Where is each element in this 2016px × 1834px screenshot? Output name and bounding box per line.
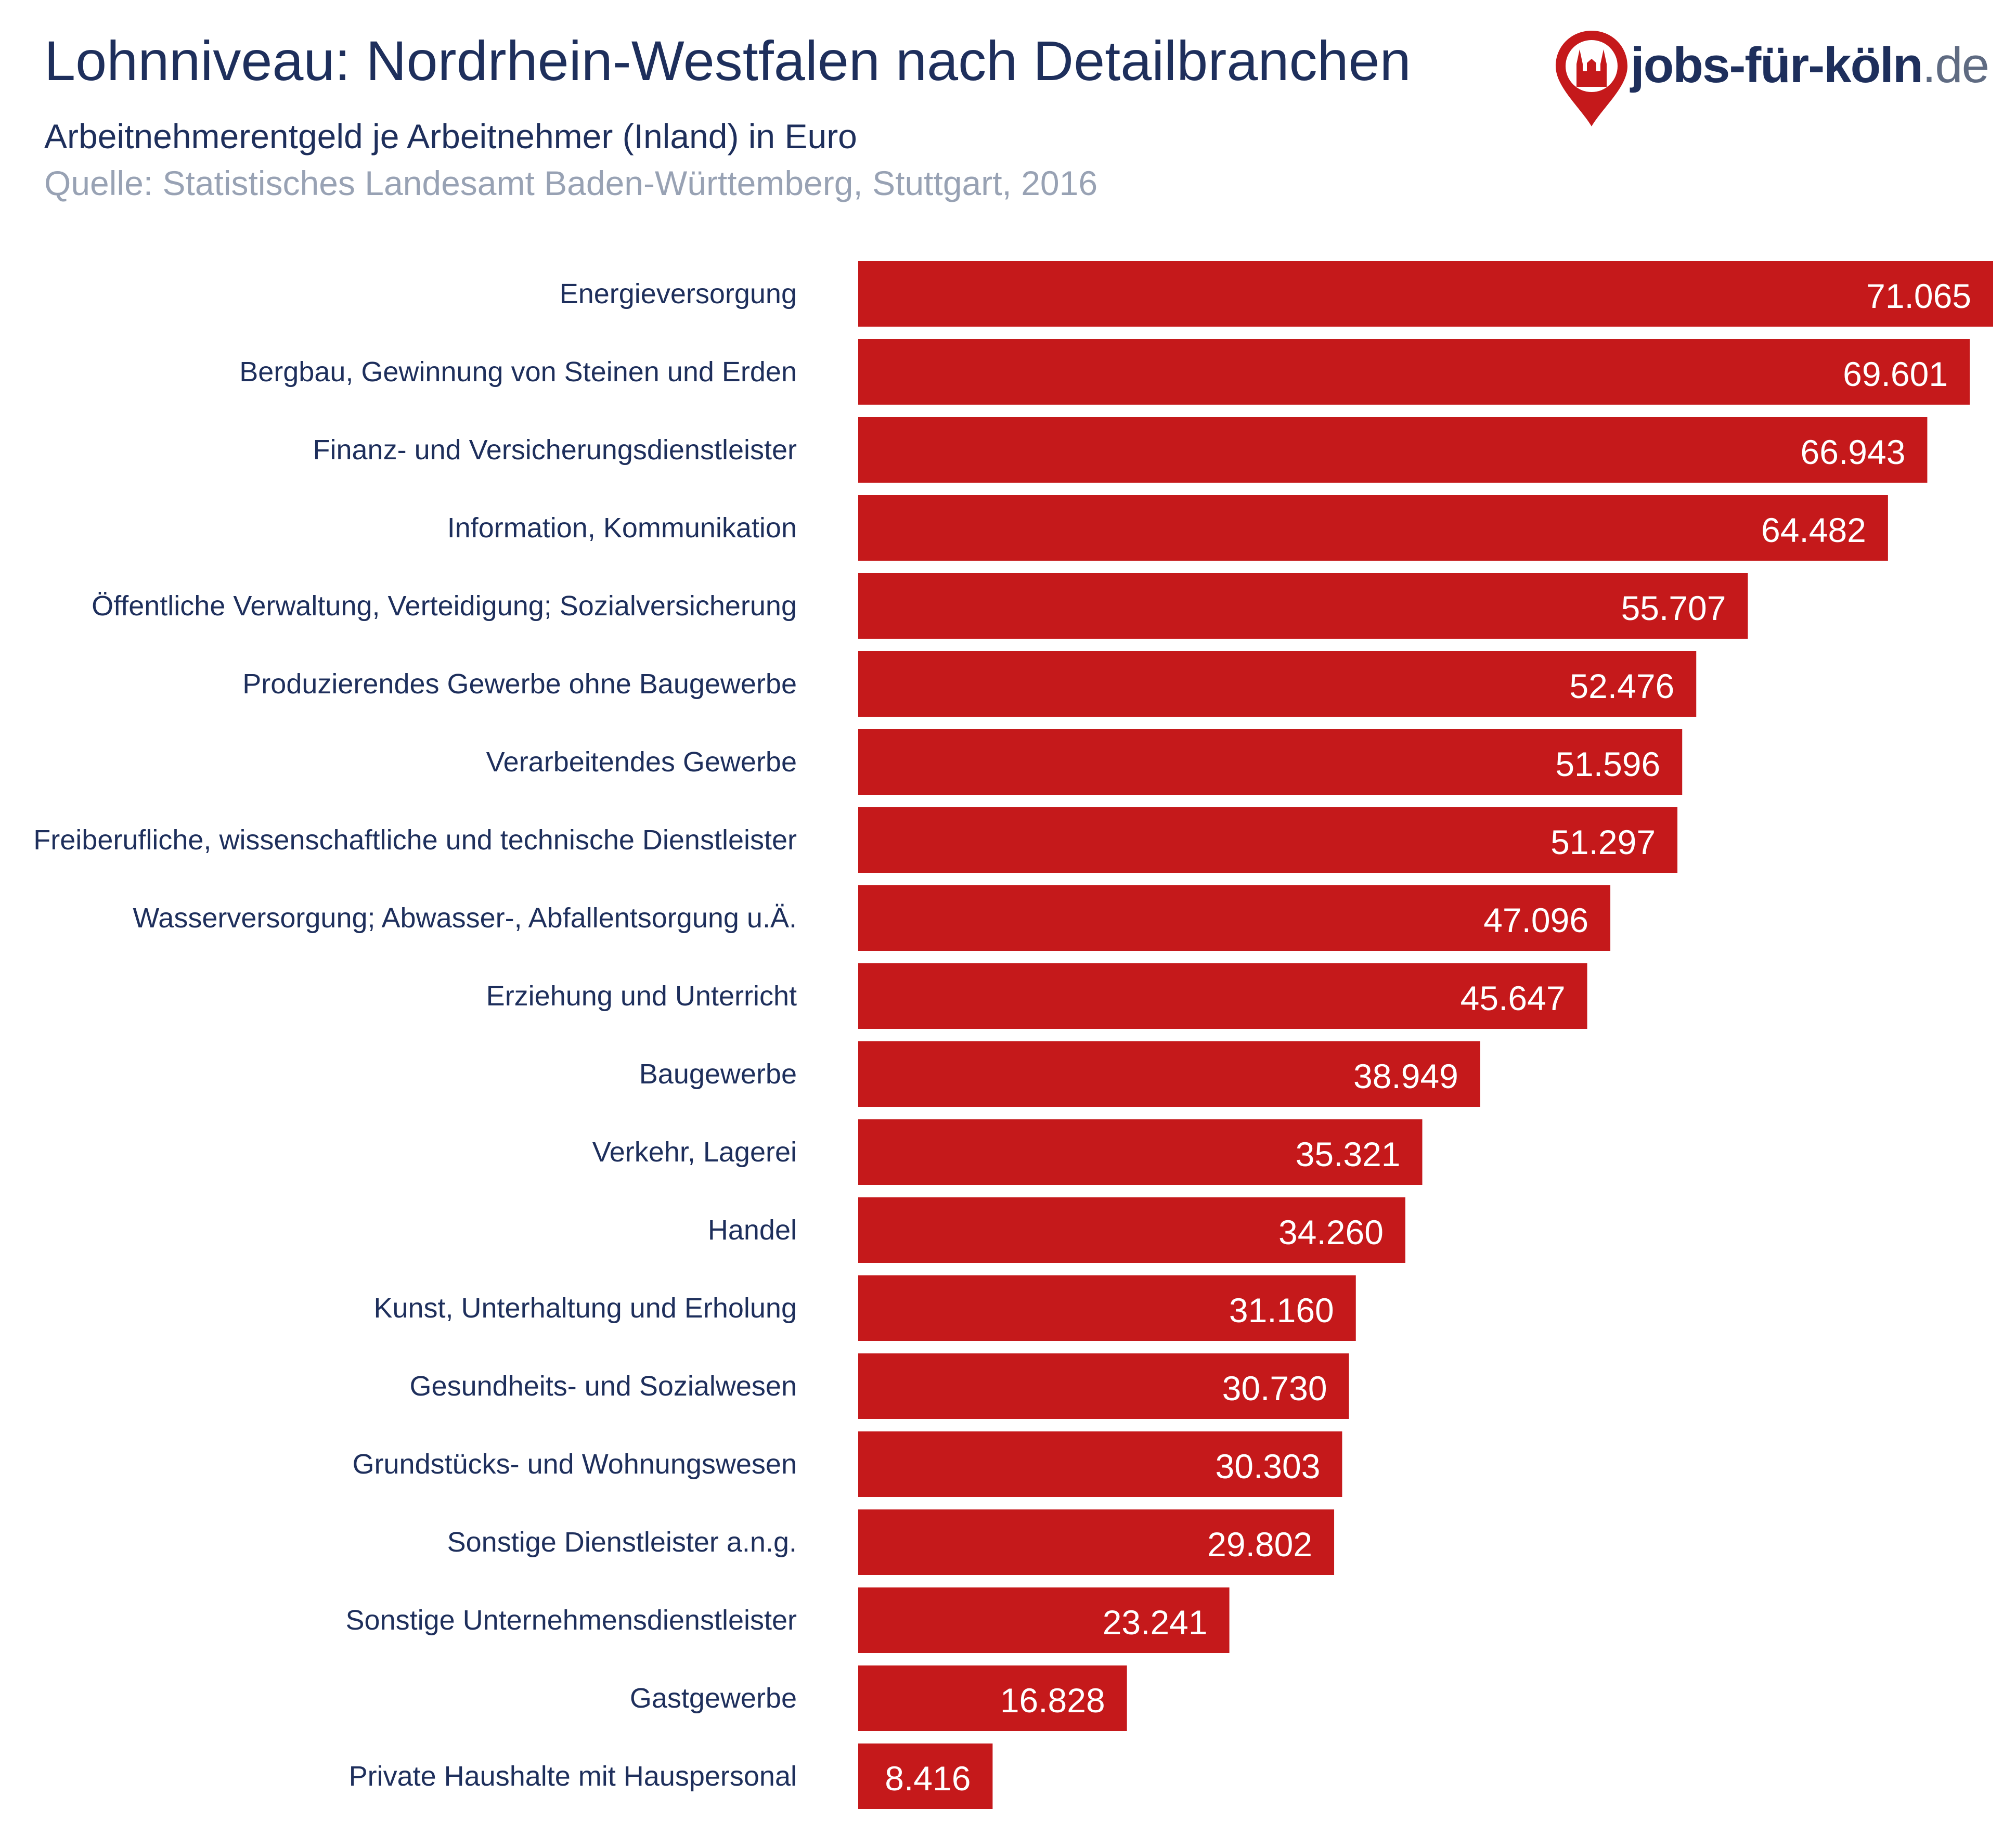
category-label: Wasserversorgung; Abwasser-, Abfallentso…: [133, 902, 797, 934]
category-label: Private Haushalte mit Hauspersonal: [349, 1761, 797, 1792]
category-label: Finanz- und Versicherungsdienstleister: [313, 434, 797, 466]
category-label: Kunst, Unterhaltung und Erholung: [373, 1293, 797, 1324]
logo-tld: .de: [1922, 37, 1989, 93]
bar-value-label: 30.303: [1216, 1447, 1321, 1486]
bar-value-label: 45.647: [1461, 979, 1566, 1017]
bar-value-label: 64.482: [1761, 511, 1866, 549]
category-label: Sonstige Unternehmensdienstleister: [346, 1605, 797, 1636]
bar: [858, 963, 1587, 1029]
category-label: Grundstücks- und Wohnungswesen: [353, 1449, 797, 1480]
category-label: Information, Kommunikation: [447, 512, 797, 544]
bar: [858, 573, 1748, 639]
bar: [858, 885, 1611, 951]
category-label: Produzierendes Gewerbe ohne Baugewerbe: [242, 668, 797, 700]
bar-value-label: 30.730: [1222, 1369, 1327, 1407]
value-labels: 71.065 69.601 66.943 64.482 55.707 52.476 51.5…: [885, 277, 1971, 1798]
bar-value-label: 31.160: [1229, 1291, 1334, 1329]
bar: [858, 1743, 993, 1809]
bars: [858, 261, 1993, 1809]
category-label: Öffentliche Verwaltung, Verteidigung; So…: [92, 590, 797, 622]
bar: [858, 651, 1697, 717]
bar-value-label: 35.321: [1296, 1135, 1401, 1173]
bar: [858, 1041, 1480, 1107]
bar: [858, 417, 1928, 483]
category-label: Erziehung und Unterricht: [486, 980, 797, 1012]
category-label: Gesundheits- und Sozialwesen: [410, 1371, 797, 1402]
bar: [858, 261, 1993, 327]
bar: [858, 1353, 1349, 1419]
bar-value-label: 52.476: [1569, 667, 1674, 705]
category-label: Handel: [708, 1215, 797, 1246]
bar: [858, 1665, 1127, 1731]
cologne-cathedral-pin-icon: [1556, 31, 1627, 126]
bar-value-label: 29.802: [1207, 1525, 1312, 1564]
category-label: Verarbeitendes Gewerbe: [486, 746, 797, 778]
category-label: Baugewerbe: [639, 1058, 797, 1090]
bar: [858, 495, 1888, 561]
bar-value-label: 66.943: [1801, 433, 1906, 471]
bar-value-label: 34.260: [1278, 1213, 1384, 1251]
bar: [858, 807, 1678, 873]
bar-value-label: 51.596: [1555, 745, 1660, 783]
category-label: Freiberufliche, wissenschaftliche und te…: [33, 824, 797, 856]
logo-wordmark: jobs-für-köln.de: [1631, 37, 1989, 94]
category-labels: Energieversorgung Bergbau, Gewinnung von …: [33, 278, 797, 1792]
bar-value-label: 55.707: [1621, 589, 1726, 627]
bar: [858, 1197, 1405, 1263]
category-label: Energieversorgung: [560, 278, 797, 309]
bar-value-label: 69.601: [1843, 355, 1948, 393]
bar-value-label: 8.416: [885, 1759, 971, 1798]
chart-subtitle: Arbeitnehmerentgeld je Arbeitnehmer (Inl…: [44, 117, 857, 156]
category-label: Gastgewerbe: [630, 1683, 797, 1714]
bar: [858, 339, 1970, 405]
bar: [858, 1587, 1230, 1653]
bar-value-label: 51.297: [1550, 823, 1656, 861]
bar: [858, 729, 1683, 795]
bar-value-label: 71.065: [1866, 277, 1971, 315]
logo-name: jobs-für-köln: [1631, 37, 1923, 93]
category-label: Sonstige Dienstleister a.n.g.: [447, 1527, 797, 1558]
bar-value-label: 23.241: [1103, 1603, 1208, 1642]
bar-value-label: 47.096: [1483, 901, 1588, 939]
chart-source: Quelle: Statistisches Landesamt Baden-Wü…: [44, 164, 1098, 202]
category-label: Bergbau, Gewinnung von Steinen und Erden: [239, 356, 797, 388]
bar: [858, 1431, 1342, 1497]
bar: [858, 1275, 1356, 1341]
bar-value-label: 38.949: [1353, 1057, 1458, 1095]
chart-title: Lohnniveau: Nordrhein-Westfalen nach Det…: [44, 29, 1411, 92]
category-label: Verkehr, Lagerei: [592, 1136, 797, 1168]
brand-logo: jobs-für-köln.de: [1553, 29, 2000, 127]
bar: [858, 1509, 1335, 1575]
bar-value-label: 16.828: [1000, 1681, 1105, 1720]
bar: [858, 1119, 1423, 1185]
